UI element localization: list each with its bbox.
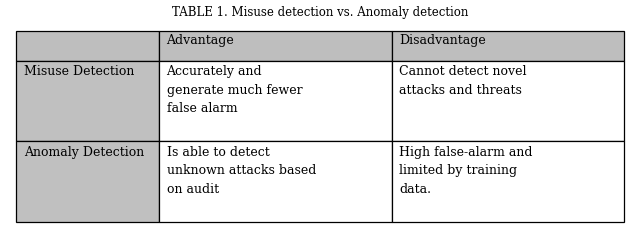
Bar xyxy=(16,61,159,141)
Text: Disadvantage: Disadvantage xyxy=(399,34,486,47)
Text: Misuse Detection: Misuse Detection xyxy=(24,65,134,78)
Bar xyxy=(392,31,624,61)
Bar xyxy=(16,31,159,61)
Text: Is able to detect
unknown attacks based
on audit: Is able to detect unknown attacks based … xyxy=(166,146,316,196)
Text: High false-alarm and
limited by training
data.: High false-alarm and limited by training… xyxy=(399,146,533,196)
Bar xyxy=(392,141,624,222)
Text: Accurately and
generate much fewer
false alarm: Accurately and generate much fewer false… xyxy=(166,65,302,115)
Bar xyxy=(159,141,392,222)
Text: Advantage: Advantage xyxy=(166,34,234,47)
Bar xyxy=(159,31,392,61)
Bar xyxy=(16,141,159,222)
Bar xyxy=(159,61,392,141)
Text: Cannot detect novel
attacks and threats: Cannot detect novel attacks and threats xyxy=(399,65,527,97)
Bar xyxy=(392,61,624,141)
Text: TABLE 1. Misuse detection vs. Anomaly detection: TABLE 1. Misuse detection vs. Anomaly de… xyxy=(172,6,468,19)
Text: Anomaly Detection: Anomaly Detection xyxy=(24,146,144,159)
